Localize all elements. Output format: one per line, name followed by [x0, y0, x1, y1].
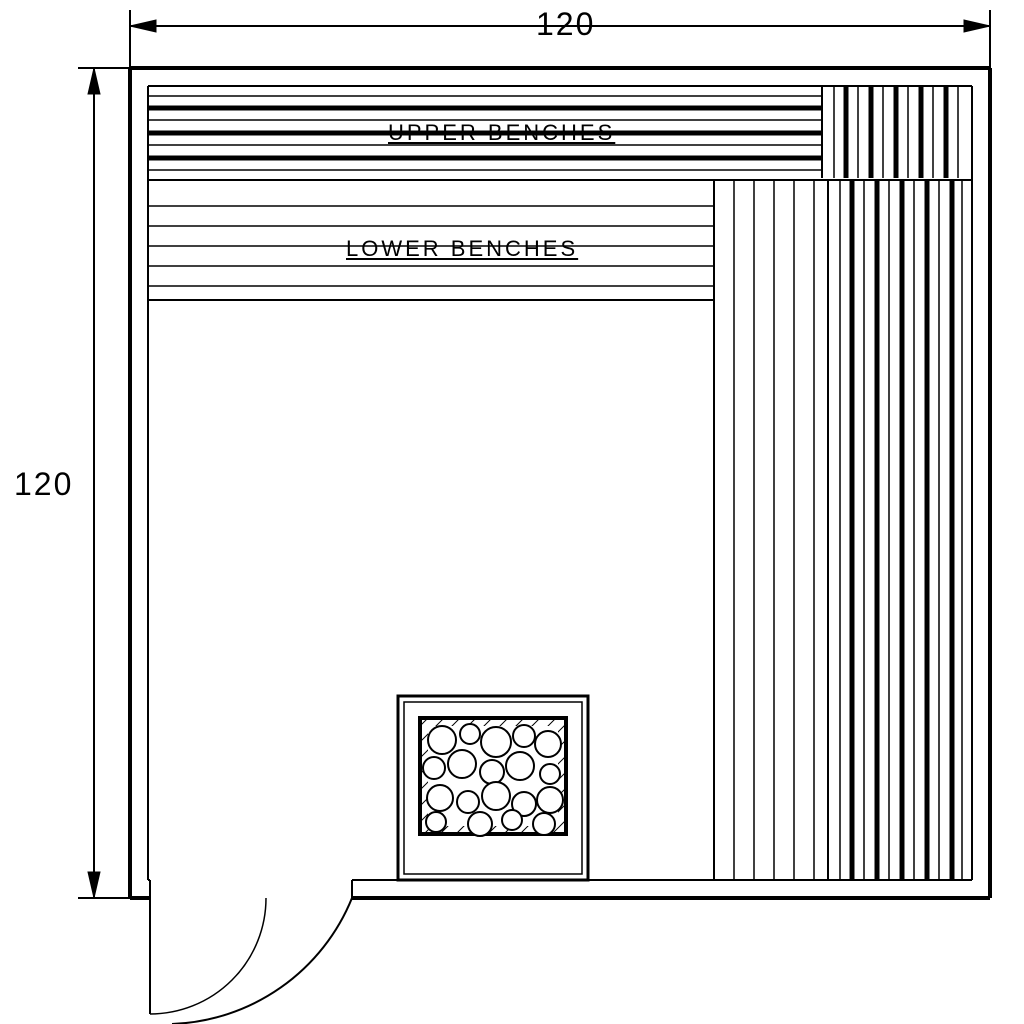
- upper-benches-label: UPPER BENCHES: [388, 120, 615, 146]
- height-dimension-label: 120: [14, 466, 73, 503]
- lower-benches-label: LOWER BENCHES: [346, 236, 578, 262]
- width-dimension-label: 120: [536, 6, 595, 43]
- plan-svg: [0, 0, 1024, 1024]
- floor-plan-canvas: 120 120 UPPER BENCHES LOWER BENCHES: [0, 0, 1024, 1024]
